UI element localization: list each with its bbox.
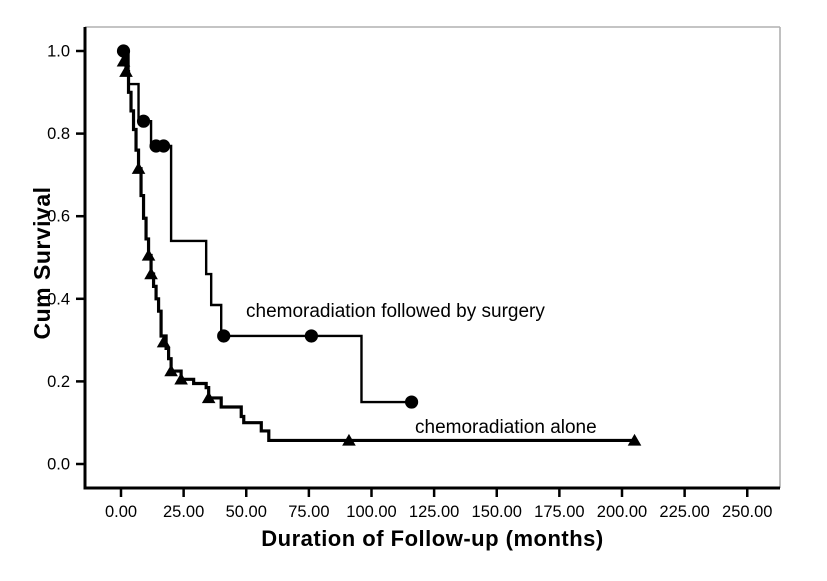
x-tick-label: 125.00	[409, 503, 459, 521]
y-tick-label: 1.0	[47, 43, 70, 61]
annotation-surgery-curve: chemoradiation followed by surgery	[246, 301, 545, 322]
alone-censor-marker-triangle	[342, 433, 356, 446]
alone-censor-marker-triangle	[116, 54, 131, 67]
alone-censor-marker-triangle	[144, 267, 158, 280]
alone-censor-marker-triangle	[174, 372, 188, 385]
surgery-censor-marker-circle	[136, 114, 151, 128]
y-tick-label: 0.8	[47, 125, 70, 143]
x-tick-label: 150.00	[472, 503, 522, 521]
x-tick-label: 175.00	[534, 503, 584, 521]
surgery-censor-marker-circle	[404, 395, 419, 409]
y-tick-label: 0.2	[47, 373, 70, 391]
alone-censor-marker-triangle	[119, 65, 133, 77]
surgery-censor-marker-circle	[304, 329, 318, 343]
x-tick-label: 25.00	[163, 503, 204, 521]
x-tick-label: 0.00	[105, 503, 137, 521]
x-tick-label: 50.00	[226, 503, 267, 521]
x-tick-label: 250.00	[722, 503, 772, 521]
y-axis-title: Cum Survival	[29, 186, 55, 340]
alone-censor-marker-triangle	[627, 433, 642, 446]
alone-censor-marker-triangle	[164, 364, 178, 377]
x-tick-label: 100.00	[346, 503, 396, 521]
alone-censor-marker-triangle	[156, 335, 171, 348]
surgery-censor-marker-circle	[156, 139, 171, 153]
y-tick-label: 0.4	[47, 290, 70, 308]
surgery-censor-marker-circle	[217, 329, 231, 343]
y-tick-label: 0.6	[47, 208, 70, 226]
x-tick-label: 200.00	[597, 503, 647, 521]
x-tick-label: 225.00	[659, 503, 709, 521]
x-axis-title: Duration of Follow-up (months)	[261, 526, 604, 551]
x-tick-label: 75.00	[288, 503, 329, 521]
annotation-alone-curve: chemoradiation alone	[415, 417, 597, 438]
alone-censor-marker-triangle	[201, 391, 216, 404]
y-tick-label: 0.0	[47, 456, 70, 474]
alone-curve	[121, 49, 635, 443]
alone-censor-marker-triangle	[141, 248, 156, 261]
surgery-curve	[121, 49, 412, 404]
alone-censor-marker-triangle	[131, 162, 146, 174]
